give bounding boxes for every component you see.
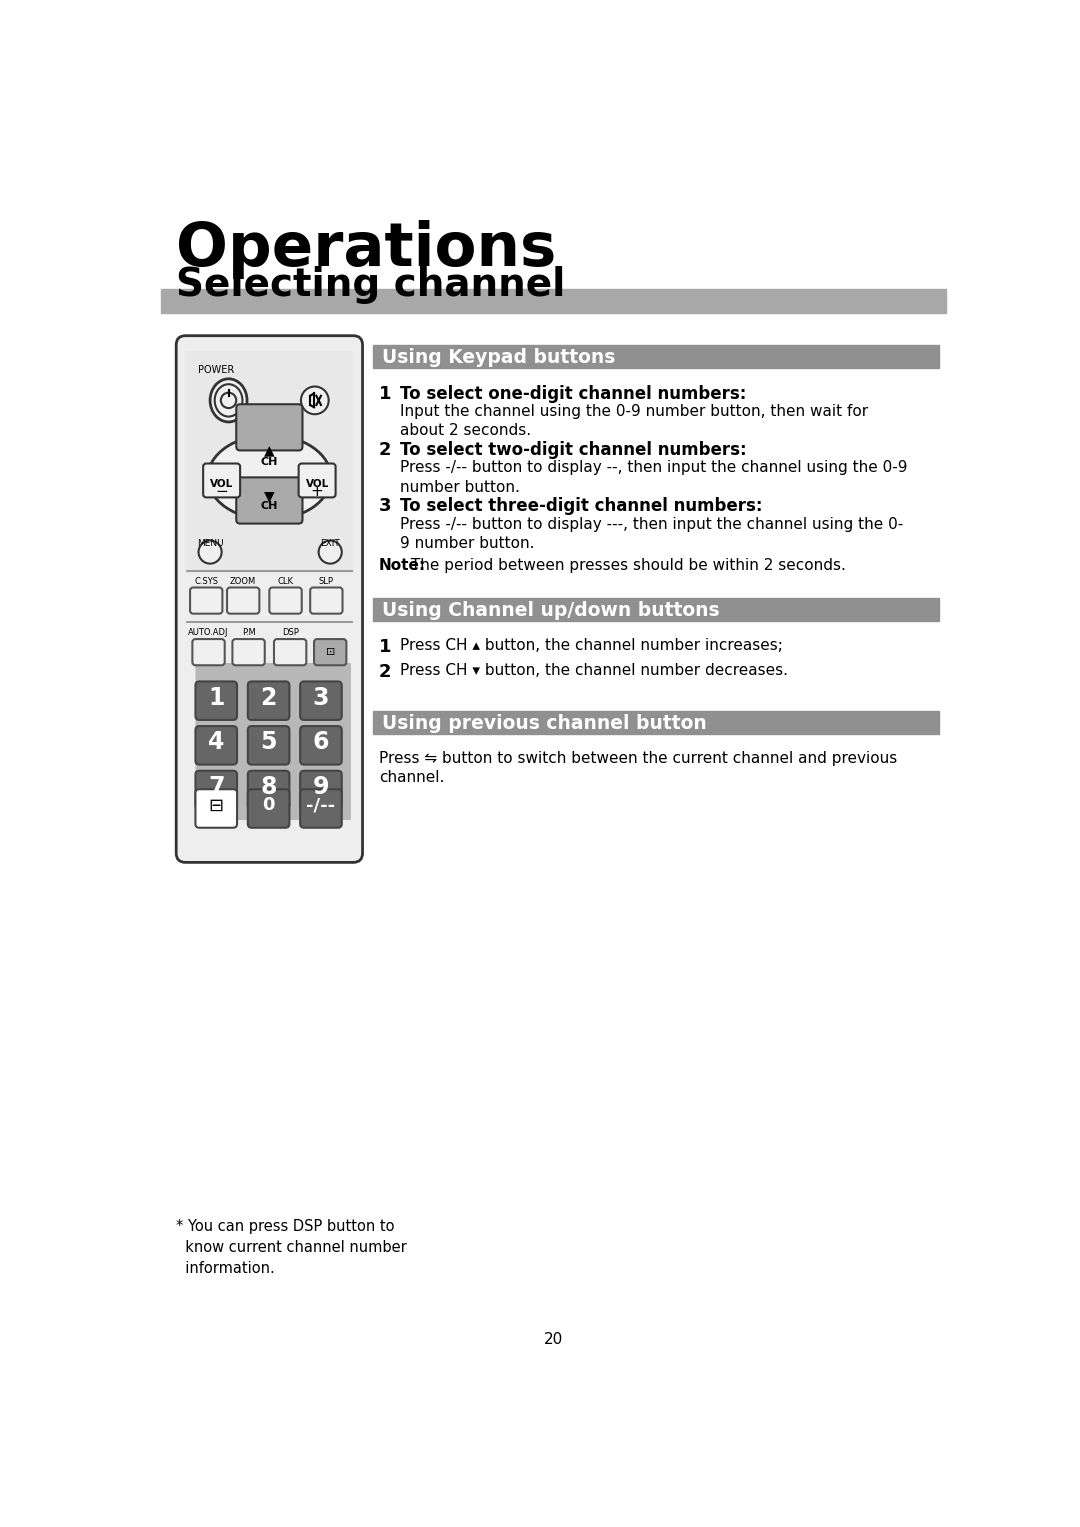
FancyBboxPatch shape [247, 727, 289, 765]
Text: CH: CH [260, 501, 278, 512]
FancyBboxPatch shape [247, 681, 289, 719]
FancyBboxPatch shape [195, 681, 237, 719]
Text: 3: 3 [379, 498, 391, 516]
Text: DSP: DSP [282, 628, 298, 637]
Text: 4: 4 [208, 730, 225, 754]
FancyBboxPatch shape [274, 640, 307, 666]
FancyBboxPatch shape [269, 588, 301, 614]
Bar [373, 599, 939, 621]
FancyBboxPatch shape [203, 464, 240, 498]
Text: VOL: VOL [210, 478, 233, 489]
Text: C.SYS: C.SYS [194, 577, 218, 586]
FancyBboxPatch shape [300, 771, 341, 809]
FancyBboxPatch shape [237, 405, 302, 450]
Text: MENU: MENU [197, 539, 224, 548]
Text: SLP: SLP [319, 577, 334, 586]
Text: Input the channel using the 0-9 number button, then wait for
about 2 seconds.: Input the channel using the 0-9 number b… [400, 405, 867, 438]
FancyBboxPatch shape [190, 588, 222, 614]
Text: The period between presses should be within 2 seconds.: The period between presses should be wit… [406, 559, 846, 573]
Text: AUTO.ADJ: AUTO.ADJ [188, 628, 229, 637]
FancyBboxPatch shape [195, 771, 237, 809]
FancyBboxPatch shape [310, 588, 342, 614]
FancyBboxPatch shape [195, 663, 351, 820]
Text: ▲: ▲ [264, 443, 274, 458]
FancyBboxPatch shape [195, 789, 237, 828]
Circle shape [199, 541, 221, 563]
Text: ▼: ▼ [264, 489, 274, 502]
Text: To select two-digit channel numbers:: To select two-digit channel numbers: [400, 441, 746, 460]
Text: 9: 9 [313, 774, 329, 799]
Text: 2: 2 [379, 441, 391, 460]
FancyBboxPatch shape [176, 336, 363, 863]
FancyBboxPatch shape [300, 727, 341, 765]
Circle shape [301, 386, 328, 414]
Text: Press CH ▾ button, the channel number decreases.: Press CH ▾ button, the channel number de… [400, 663, 787, 678]
Text: VOL: VOL [306, 478, 328, 489]
Text: Using Channel up/down buttons: Using Channel up/down buttons [382, 602, 719, 620]
Text: ⊟: ⊟ [208, 797, 224, 814]
Bar [373, 345, 939, 368]
Ellipse shape [207, 435, 330, 519]
Text: EXIT: EXIT [321, 539, 340, 548]
Text: 6: 6 [313, 730, 329, 754]
Text: +: + [311, 484, 324, 499]
FancyBboxPatch shape [247, 771, 289, 809]
Text: 7: 7 [208, 774, 225, 799]
Text: CLK: CLK [278, 577, 294, 586]
Text: Operations: Operations [176, 220, 556, 279]
Text: Press CH ▴ button, the channel number increases;: Press CH ▴ button, the channel number in… [400, 638, 782, 654]
FancyBboxPatch shape [247, 789, 289, 828]
Text: -/--: -/-- [307, 797, 336, 814]
Text: 1: 1 [379, 638, 391, 657]
Text: P.M: P.M [242, 628, 256, 637]
Text: Using Keypad buttons: Using Keypad buttons [382, 348, 616, 366]
Text: 5: 5 [260, 730, 276, 754]
FancyBboxPatch shape [300, 681, 341, 719]
Text: 2: 2 [379, 663, 391, 681]
Ellipse shape [215, 385, 242, 417]
Text: Using previous channel button: Using previous channel button [382, 713, 706, 733]
FancyBboxPatch shape [237, 478, 302, 524]
FancyBboxPatch shape [227, 588, 259, 614]
Text: 1: 1 [379, 385, 391, 403]
Text: −: − [215, 484, 228, 499]
Text: CH: CH [260, 457, 278, 467]
Text: 2: 2 [260, 686, 276, 710]
Text: To select one-digit channel numbers:: To select one-digit channel numbers: [400, 385, 746, 403]
Text: 3: 3 [313, 686, 329, 710]
FancyBboxPatch shape [232, 640, 265, 666]
Text: 1: 1 [208, 686, 225, 710]
FancyBboxPatch shape [186, 351, 353, 574]
Text: * You can press DSP button to
  know current channel number
  information.: * You can press DSP button to know curre… [176, 1219, 407, 1277]
FancyBboxPatch shape [299, 464, 336, 498]
Text: Selecting channel: Selecting channel [176, 266, 566, 304]
Text: Press -/-- button to display --, then input the channel using the 0-9
number but: Press -/-- button to display --, then in… [400, 461, 907, 495]
Text: Note:: Note: [379, 559, 426, 573]
Text: ⊡: ⊡ [325, 647, 335, 657]
Text: POWER: POWER [198, 365, 234, 376]
Ellipse shape [211, 379, 247, 421]
Bar [161, 290, 946, 313]
FancyBboxPatch shape [300, 789, 341, 828]
Text: ZOOM: ZOOM [230, 577, 256, 586]
Text: 20: 20 [544, 1332, 563, 1347]
Circle shape [319, 541, 341, 563]
Bar [373, 710, 939, 734]
Text: 0: 0 [262, 797, 274, 814]
Text: Press ⇋ button to switch between the current channel and previous
channel.: Press ⇋ button to switch between the cur… [379, 751, 897, 785]
Text: Press -/-- button to display ---, then input the channel using the 0-
9 number b: Press -/-- button to display ---, then i… [400, 516, 903, 551]
FancyBboxPatch shape [195, 727, 237, 765]
Text: 8: 8 [260, 774, 276, 799]
FancyBboxPatch shape [314, 640, 347, 666]
FancyBboxPatch shape [192, 640, 225, 666]
Text: To select three-digit channel numbers:: To select three-digit channel numbers: [400, 498, 762, 516]
